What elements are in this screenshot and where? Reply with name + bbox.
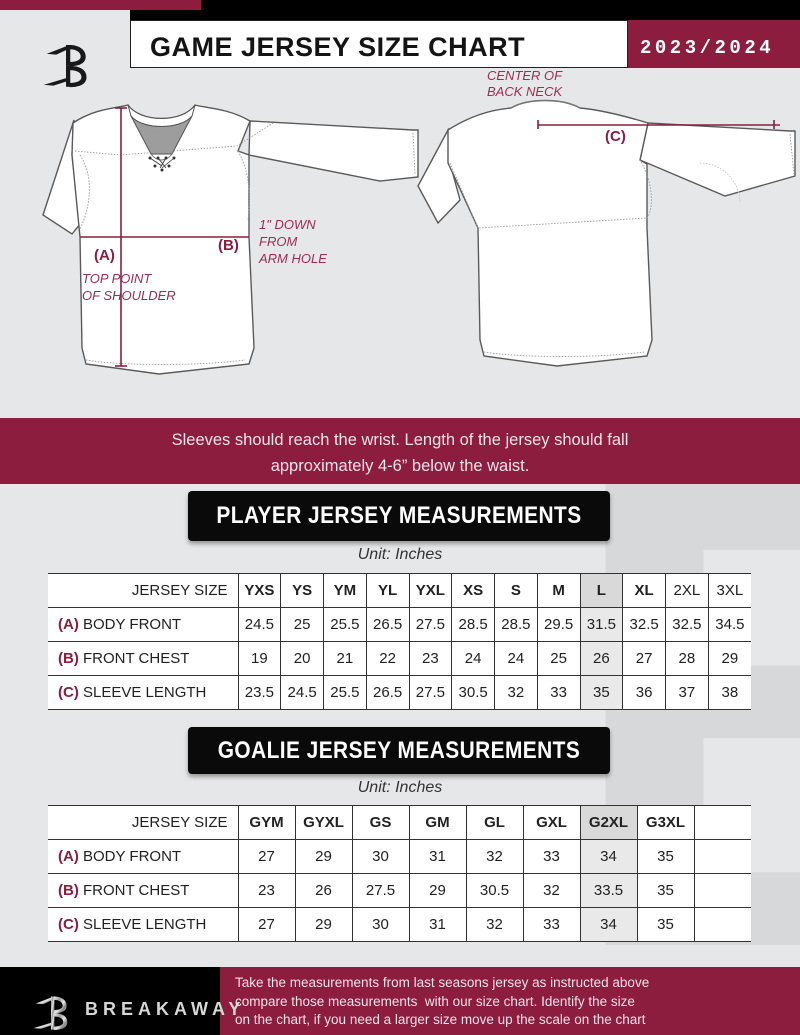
svg-text:1" DOWN: 1" DOWN bbox=[259, 217, 316, 232]
svg-text:FROM: FROM bbox=[259, 234, 297, 249]
svg-text:ARM HOLE: ARM HOLE bbox=[258, 251, 327, 266]
svg-text:TOP POINT: TOP POINT bbox=[82, 271, 152, 286]
svg-text:OF SHOULDER: OF SHOULDER bbox=[82, 288, 176, 303]
svg-text:(C): (C) bbox=[605, 128, 626, 145]
svg-text:CENTER OF: CENTER OF bbox=[487, 68, 563, 83]
svg-text:BACK NECK: BACK NECK bbox=[487, 84, 563, 99]
svg-text:(A): (A) bbox=[94, 247, 115, 264]
svg-text:(B): (B) bbox=[218, 237, 239, 254]
